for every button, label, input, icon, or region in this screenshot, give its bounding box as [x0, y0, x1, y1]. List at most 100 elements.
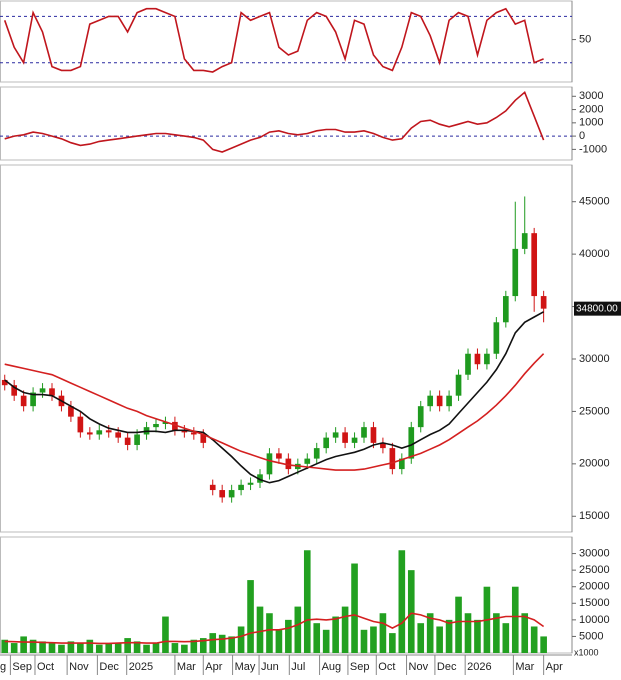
candle-body — [228, 490, 235, 498]
x-tick-label: Oct — [378, 661, 395, 673]
candle-body — [49, 388, 55, 396]
x-tick-label: Jun — [261, 661, 279, 673]
candle-body — [124, 437, 131, 445]
volume-bar — [237, 626, 245, 653]
candle-body — [68, 406, 74, 417]
y-tick-label: 2000 — [579, 103, 603, 115]
volume-bar — [417, 623, 425, 653]
volume-bar — [285, 619, 292, 653]
candle-body — [427, 395, 434, 407]
candle-body — [105, 430, 112, 433]
candle-body — [172, 421, 178, 431]
candle-body — [380, 442, 386, 449]
volume-bar — [360, 629, 368, 653]
candle-body — [20, 395, 27, 407]
volume-bar — [105, 643, 113, 653]
volume-bar — [95, 644, 103, 653]
volume-bar — [48, 643, 56, 653]
volume-bar — [398, 550, 406, 653]
volume-bar — [332, 616, 339, 653]
volume-bar — [162, 616, 169, 653]
candle-body — [351, 437, 358, 443]
candle-body — [521, 233, 528, 249]
y-tick-label: -1000 — [579, 143, 607, 155]
candle-body — [502, 296, 509, 323]
candle-body — [389, 448, 396, 470]
volume-bar — [20, 636, 27, 653]
candle-body — [257, 474, 263, 483]
volume-bar — [1, 639, 9, 653]
volume-bar — [436, 626, 443, 653]
volume-bar — [209, 633, 217, 653]
x-tick-label: Aug — [322, 661, 342, 673]
volume-bar — [426, 613, 434, 653]
volume-bar — [313, 623, 321, 653]
candle-body — [512, 248, 519, 297]
volume-bar — [86, 639, 94, 653]
y-tick-label: 25000 — [579, 405, 610, 417]
y-tick-label: 25000 — [579, 564, 610, 576]
candle-body — [484, 353, 490, 365]
x-tick-label: Sep — [350, 661, 370, 673]
candle-body — [238, 484, 244, 491]
x-tick-label: Sep — [12, 661, 32, 673]
x-tick-label: 2026 — [467, 661, 491, 673]
volume-bar — [58, 644, 65, 653]
volume-bar — [190, 639, 198, 653]
volume-bar — [379, 613, 387, 653]
volume-bar — [266, 613, 273, 653]
x-tick-label: 2025 — [129, 661, 153, 673]
y-tick-label: 45000 — [579, 196, 610, 208]
last-price-label: 34800.00 — [576, 303, 618, 314]
x-tick-label: g — [0, 661, 6, 673]
y-tick-label: 15000 — [579, 510, 610, 522]
candle-body — [465, 353, 471, 375]
candle-body — [162, 421, 169, 424]
volume-bar — [228, 636, 235, 653]
candle-body — [436, 395, 443, 407]
last-price-box — [574, 301, 621, 316]
candle-body — [408, 427, 415, 459]
candle-body — [134, 434, 140, 445]
y-tick-label: 20000 — [579, 581, 610, 593]
x-tick-label: Dec — [99, 661, 119, 673]
y-tick-label: 0 — [579, 130, 585, 142]
line-series — [4, 90, 545, 153]
volume-bar — [511, 586, 519, 653]
candle-body — [153, 423, 159, 428]
volume-bar — [464, 613, 472, 653]
candle-body — [11, 385, 18, 396]
x-tick-label: Mar — [177, 661, 196, 673]
candle-body — [190, 432, 197, 435]
x-tick-label: Mar — [515, 661, 534, 673]
candle-body — [455, 374, 462, 396]
volume-bar — [275, 629, 283, 653]
volume-bar — [29, 639, 37, 653]
y-tick-label: 50 — [579, 33, 591, 45]
volume-bar — [530, 626, 538, 653]
candle-body — [30, 392, 36, 407]
candle-body — [247, 482, 254, 485]
line-series — [4, 612, 545, 645]
line-series — [3, 7, 544, 73]
y-tick-label: 20000 — [579, 458, 610, 470]
candle-body — [361, 427, 367, 438]
volume-bar — [341, 606, 349, 653]
volume-bar — [474, 619, 481, 653]
volume-bar — [389, 633, 396, 653]
x-tick-label: Nov — [69, 661, 89, 673]
candle-body — [370, 427, 377, 443]
volume-bar — [294, 606, 302, 653]
volume-bar — [445, 619, 453, 653]
x-tick-label: Oct — [37, 661, 54, 673]
y-tick-label: 1000 — [579, 117, 603, 129]
candle-body — [332, 432, 339, 438]
x-tick-label: Nov — [409, 661, 429, 673]
volume-bar — [10, 643, 18, 653]
volume-bar — [77, 643, 84, 653]
volume-bar — [256, 606, 264, 653]
volume-bar — [67, 641, 75, 653]
volume-bar — [114, 643, 122, 653]
x-tick-label: Dec — [437, 661, 457, 673]
volume-bar — [540, 636, 547, 653]
